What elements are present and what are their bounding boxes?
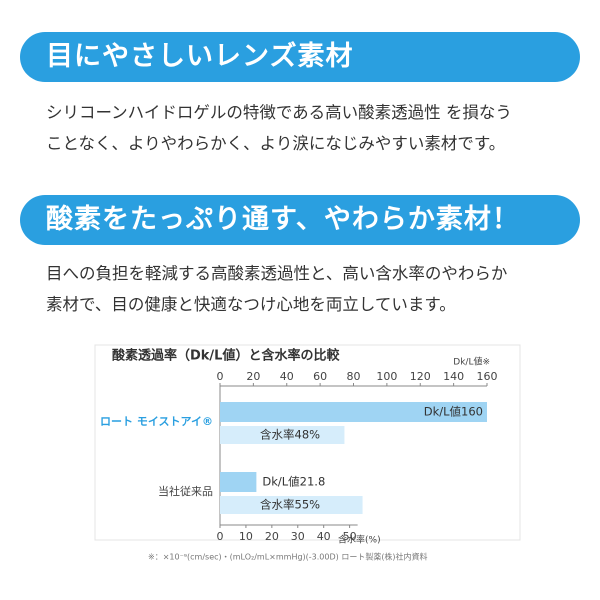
x2-tick-label: 20 xyxy=(265,530,279,543)
x-tick-label: 140 xyxy=(443,370,464,383)
x2-tick-label: 50 xyxy=(343,530,357,543)
section-body: 目への負担を軽減する高酸素透過性と、高い含水率のやわらか 素材で、目の健康と快適… xyxy=(46,258,576,320)
body-line: 素材で、目の健康と快適なつけ心地を両立しています。 xyxy=(46,295,456,314)
x-tick-label: 80 xyxy=(347,370,361,383)
section-heading: 目にやさしいレンズ素材 xyxy=(20,32,580,82)
x-tick-label: 0 xyxy=(217,370,224,383)
value-label: Dk/L値21.8 xyxy=(262,475,325,489)
x2-tick-label: 40 xyxy=(317,530,331,543)
x-tick-label: 40 xyxy=(280,370,294,383)
body-line: シリコーンハイドロゲルの特徴である高い酸素透過性 を損なう xyxy=(46,103,512,122)
x-tick-label: 160 xyxy=(477,370,498,383)
footnote: ※：×10⁻⁹(cm/sec)・(mLO₂/mL×mmHg)(-3.00D) ロ… xyxy=(148,552,428,562)
bar xyxy=(220,426,345,444)
bar xyxy=(220,402,487,422)
bar xyxy=(220,472,257,492)
category-label: 当社従来品 xyxy=(158,484,213,498)
x-tick-label: 100 xyxy=(376,370,397,383)
value-label: 含水率55% xyxy=(260,498,320,512)
body-line: 目への負担を軽減する高酸素透過性と、高い含水率のやわらか xyxy=(46,264,508,283)
section-heading: 酸素をたっぷり通す、やわらか素材！ xyxy=(20,195,580,245)
category-label: ロート モイストアイ® xyxy=(100,415,213,428)
x-tick-label: 20 xyxy=(246,370,260,383)
x-tick-label: 120 xyxy=(410,370,431,383)
bar xyxy=(220,496,363,514)
value-label: 含水率48% xyxy=(260,428,320,442)
x2-tick-label: 10 xyxy=(239,530,253,543)
x2-tick-label: 30 xyxy=(291,530,305,543)
x-axis-label: Dk/L値※ xyxy=(453,356,490,368)
chart-frame xyxy=(94,344,521,541)
x2-tick-label: 0 xyxy=(217,530,224,543)
x-tick-label: 60 xyxy=(313,370,327,383)
x2-axis-label: 含水率(%) xyxy=(338,534,381,546)
chart-title: 酸素透過率（Dk/L値）と含水率の比較 xyxy=(112,348,340,364)
value-label: Dk/L値160 xyxy=(424,405,483,419)
section-body: シリコーンハイドロゲルの特徴である高い酸素透過性 を損なう ことなく、よりやわら… xyxy=(46,97,576,159)
body-line: ことなく、よりやわらかく、より涙になじみやすい素材です。 xyxy=(46,134,506,153)
